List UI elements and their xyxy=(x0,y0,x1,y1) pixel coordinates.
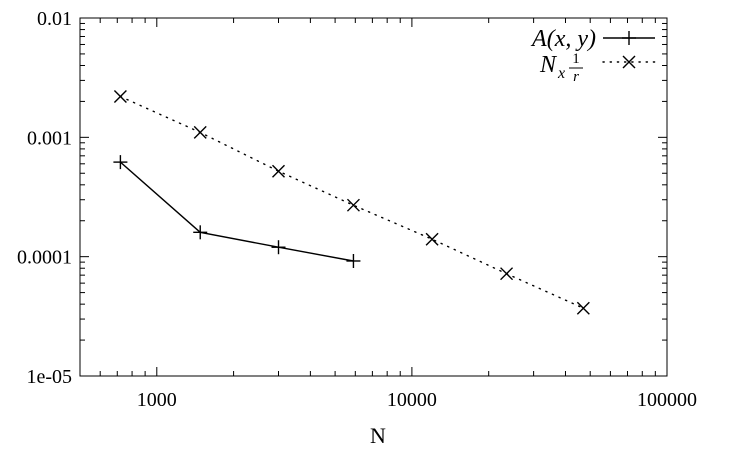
svg-text:x: x xyxy=(557,65,565,82)
data-point-cross xyxy=(425,232,439,246)
legend-label-nx-1-r: N x 1 r xyxy=(539,51,583,85)
series-line xyxy=(119,161,354,262)
x-axis-label: N xyxy=(370,423,386,448)
data-point-plus xyxy=(346,253,361,268)
x-axis: 1000 10000 100000 xyxy=(79,18,697,411)
plot-frame xyxy=(79,17,668,377)
y-tick-label: 0.0001 xyxy=(17,247,72,269)
data-point-cross xyxy=(193,125,207,139)
y-tick-label: 0.01 xyxy=(37,8,72,30)
legend-marker-plus xyxy=(622,31,636,45)
data-point-plus xyxy=(193,225,208,240)
series-layer xyxy=(113,89,590,315)
x-tick-label: 1000 xyxy=(137,389,177,411)
y-tick-label: 0.001 xyxy=(27,127,72,149)
series-2 xyxy=(113,89,590,315)
series-line xyxy=(119,95,585,309)
data-point-cross xyxy=(576,301,590,315)
x-tick-label: 10000 xyxy=(387,389,437,411)
svg-text:1: 1 xyxy=(572,51,580,67)
series-1 xyxy=(113,155,361,268)
data-point-cross xyxy=(500,267,514,281)
y-tick-label: 1e-05 xyxy=(26,366,72,388)
data-point-cross xyxy=(113,89,127,103)
svg-text:N: N xyxy=(539,52,558,78)
data-point-plus xyxy=(113,155,128,170)
svg-text:r: r xyxy=(573,69,579,85)
legend-label-a-x-y: A(x, y) xyxy=(530,26,596,52)
y-axis: 1e-05 0.0001 0.001 0.01 xyxy=(17,8,667,388)
data-point-plus xyxy=(271,240,286,255)
legend: A(x, y) N x 1 r xyxy=(530,26,656,85)
x-tick-label: 100000 xyxy=(637,389,697,411)
data-point-cross xyxy=(272,164,286,178)
data-point-cross xyxy=(346,198,360,212)
legend-marker-cross xyxy=(622,55,636,69)
